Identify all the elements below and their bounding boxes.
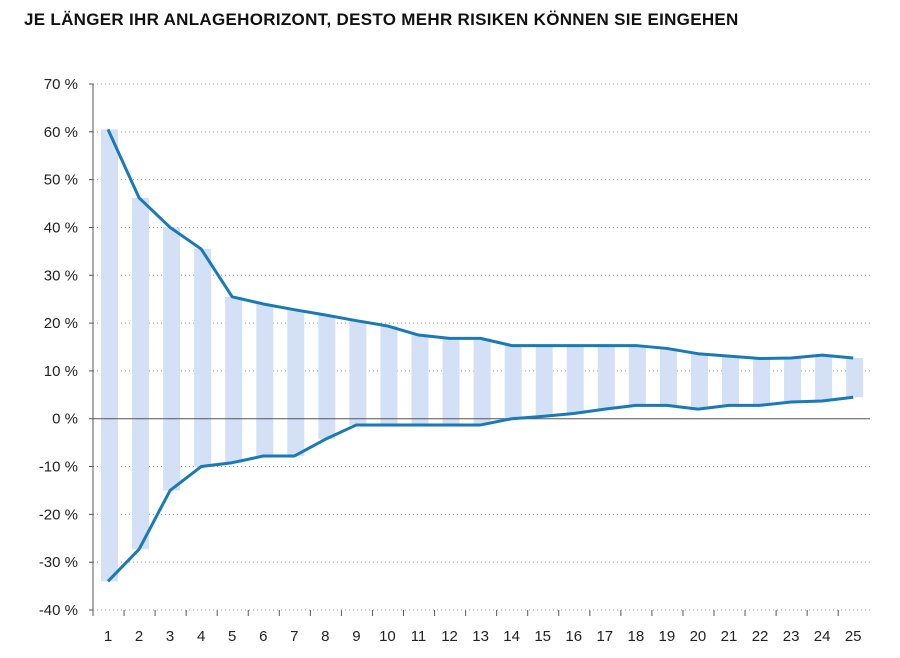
max-line	[106, 128, 854, 360]
range-bar	[535, 345, 553, 417]
x-tick-label: 5	[228, 628, 236, 645]
range-bar	[784, 357, 802, 402]
x-tick-label: 18	[628, 628, 645, 645]
x-tick-label: 23	[783, 628, 800, 645]
y-tick-label: -40 %	[39, 602, 78, 619]
x-tick-label: 19	[659, 628, 676, 645]
range-bar	[628, 345, 646, 406]
x-tick-label: 15	[534, 628, 551, 645]
chart-title: JE LÄNGER IHR ANLAGEHORIZONT, DESTO MEHR…	[24, 10, 739, 29]
y-tick-label: 60 %	[44, 124, 78, 141]
range-bar	[287, 309, 305, 457]
y-tick-label: 70 %	[44, 76, 78, 93]
x-tick-label: 9	[352, 628, 360, 645]
x-tick-label: 16	[565, 628, 582, 645]
y-tick-label: -10 %	[39, 459, 78, 476]
range-bar	[442, 338, 460, 425]
range-bar	[659, 348, 677, 406]
range-bar	[194, 248, 212, 467]
x-tick-label: 1	[104, 628, 112, 645]
range-bar	[318, 314, 336, 440]
x-tick-label: 20	[690, 628, 707, 645]
range-bar	[380, 325, 398, 425]
y-tick-label: 10 %	[44, 363, 78, 380]
min-line	[106, 395, 854, 583]
range-bar	[597, 345, 615, 410]
range-bar	[256, 303, 274, 457]
x-tick-label: 22	[752, 628, 769, 645]
range-bar	[753, 358, 771, 406]
x-tick-label: 24	[814, 628, 831, 645]
x-tick-label: 12	[441, 628, 458, 645]
y-tick-label: -20 %	[39, 506, 78, 523]
x-tick-label: 2	[135, 628, 143, 645]
range-bar	[815, 355, 833, 402]
range-bar	[690, 353, 708, 410]
y-tick-label: 30 %	[44, 267, 78, 284]
x-tick-label: 11	[411, 628, 427, 645]
range-bar	[846, 357, 864, 398]
range-bar	[722, 356, 739, 406]
x-tick-label: 4	[197, 628, 205, 645]
y-tick-label: 20 %	[44, 315, 78, 332]
range-bar	[101, 129, 118, 582]
x-tick-label: 10	[379, 628, 396, 645]
y-tick-label: -30 %	[39, 554, 78, 571]
x-tick-label: 6	[259, 628, 267, 645]
y-tick-label: 40 %	[44, 219, 78, 236]
x-tick-label: 14	[503, 628, 520, 645]
range-bar	[132, 197, 150, 550]
x-tick-label: 3	[166, 628, 174, 645]
range-bar	[566, 345, 584, 414]
range-bar	[473, 338, 491, 425]
range-bar	[163, 227, 181, 491]
x-tick-label: 21	[721, 628, 738, 645]
y-tick-label: 50 %	[44, 172, 78, 189]
x-tick-label: 8	[321, 628, 329, 645]
range-bar	[504, 345, 522, 419]
x-tick-label: 25	[845, 628, 862, 645]
x-tick-label: 13	[472, 628, 489, 645]
x-tick-label: 7	[290, 628, 298, 645]
range-bar	[225, 296, 243, 463]
y-tick-label: 0 %	[52, 411, 78, 428]
range-bar	[349, 320, 367, 425]
x-tick-label: 17	[596, 628, 613, 645]
range-bar	[411, 335, 429, 425]
